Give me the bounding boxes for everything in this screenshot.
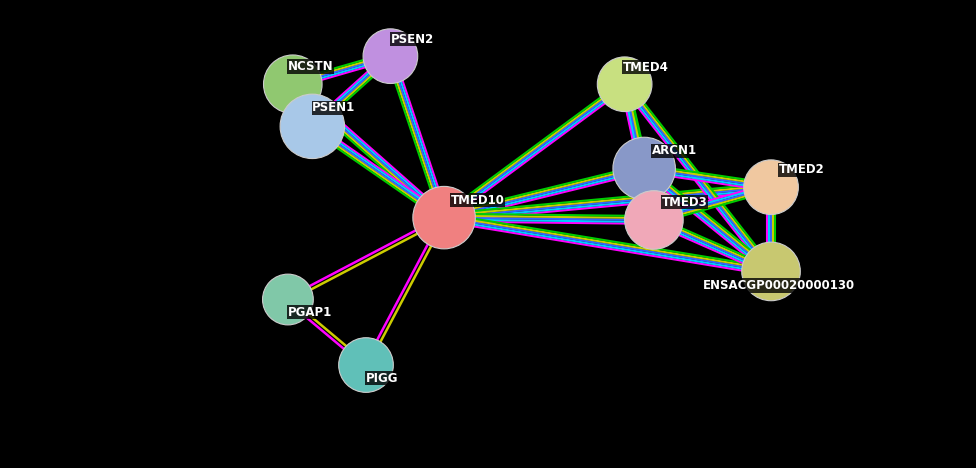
Ellipse shape bbox=[263, 274, 313, 325]
Text: ENSACGP00020000130: ENSACGP00020000130 bbox=[703, 279, 855, 292]
Ellipse shape bbox=[413, 186, 475, 249]
Ellipse shape bbox=[264, 55, 322, 114]
Ellipse shape bbox=[613, 137, 675, 200]
Text: TMED4: TMED4 bbox=[623, 61, 669, 74]
Ellipse shape bbox=[625, 190, 683, 249]
Ellipse shape bbox=[597, 57, 652, 111]
Text: PGAP1: PGAP1 bbox=[288, 306, 332, 319]
Ellipse shape bbox=[742, 242, 800, 301]
Text: TMED10: TMED10 bbox=[451, 194, 505, 207]
Text: PIGG: PIGG bbox=[366, 372, 398, 385]
Text: PSEN2: PSEN2 bbox=[390, 33, 433, 46]
Text: PSEN1: PSEN1 bbox=[312, 101, 355, 114]
Text: ARCN1: ARCN1 bbox=[652, 144, 697, 157]
Ellipse shape bbox=[744, 160, 798, 214]
Text: NCSTN: NCSTN bbox=[288, 60, 334, 73]
Ellipse shape bbox=[363, 29, 418, 83]
Text: TMED3: TMED3 bbox=[662, 196, 708, 209]
Ellipse shape bbox=[339, 338, 393, 392]
Ellipse shape bbox=[280, 94, 345, 159]
Text: TMED2: TMED2 bbox=[779, 163, 825, 176]
